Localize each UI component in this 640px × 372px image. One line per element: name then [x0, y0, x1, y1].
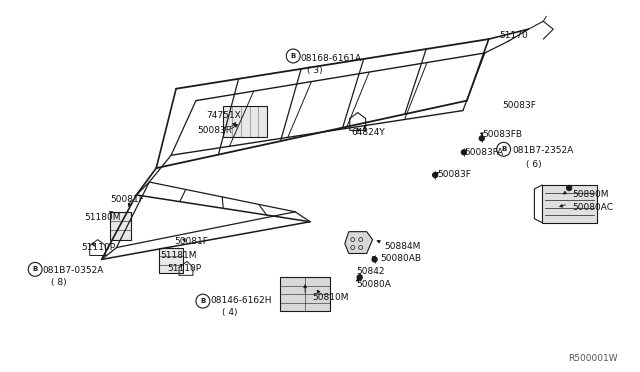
- Text: ( 3): ( 3): [307, 66, 323, 75]
- Text: 51170: 51170: [500, 31, 529, 40]
- Text: 081B7-0352A: 081B7-0352A: [42, 266, 104, 275]
- Text: 50081F: 50081F: [174, 237, 208, 246]
- Text: ( 8): ( 8): [51, 278, 67, 287]
- Text: 50842: 50842: [356, 267, 385, 276]
- FancyBboxPatch shape: [109, 212, 131, 240]
- Text: R500001W: R500001W: [568, 354, 618, 363]
- Text: B: B: [291, 53, 296, 59]
- Text: 51181M: 51181M: [160, 250, 196, 260]
- Circle shape: [433, 173, 438, 177]
- FancyBboxPatch shape: [223, 106, 268, 137]
- Text: 50080AC: 50080AC: [572, 203, 613, 212]
- Text: B: B: [501, 146, 506, 152]
- Circle shape: [566, 186, 572, 190]
- Text: 50890M: 50890M: [572, 190, 609, 199]
- Circle shape: [357, 275, 362, 280]
- Text: 08146-6162H: 08146-6162H: [211, 296, 273, 305]
- Text: 51110P: 51110P: [81, 243, 115, 251]
- Polygon shape: [345, 232, 372, 253]
- FancyBboxPatch shape: [280, 277, 330, 311]
- Circle shape: [372, 257, 377, 262]
- Text: 50083FA: 50083FA: [464, 148, 503, 157]
- Text: 64824Y: 64824Y: [352, 128, 385, 137]
- Text: B: B: [200, 298, 205, 304]
- Text: 50083FB: 50083FB: [482, 131, 522, 140]
- Text: 50080AB: 50080AB: [381, 254, 422, 263]
- Text: 081B7-2352A: 081B7-2352A: [513, 146, 574, 155]
- FancyBboxPatch shape: [159, 247, 183, 273]
- Text: 50083F: 50083F: [437, 170, 471, 179]
- Text: 50083F: 50083F: [502, 101, 536, 110]
- Text: 50083R: 50083R: [197, 126, 232, 135]
- Text: 74751X: 74751X: [206, 110, 241, 119]
- Text: 50080A: 50080A: [356, 280, 392, 289]
- Circle shape: [479, 136, 484, 141]
- FancyBboxPatch shape: [542, 185, 597, 223]
- Text: 08168-6161A: 08168-6161A: [300, 54, 361, 63]
- Text: ( 6): ( 6): [527, 160, 542, 169]
- Text: 50884M: 50884M: [385, 241, 421, 251]
- Text: 50081F: 50081F: [111, 195, 145, 204]
- Text: 51110P: 51110P: [167, 264, 201, 273]
- Text: B: B: [33, 266, 38, 272]
- Text: ( 4): ( 4): [221, 308, 237, 317]
- Circle shape: [461, 150, 467, 155]
- Text: 50810M: 50810M: [312, 293, 349, 302]
- Text: 51180M: 51180M: [84, 213, 121, 222]
